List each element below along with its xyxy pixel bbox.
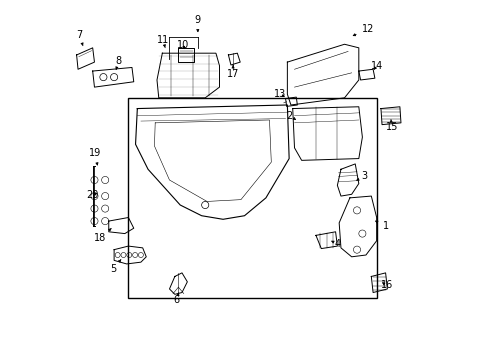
Text: 6: 6 bbox=[173, 293, 179, 305]
Text: 9: 9 bbox=[194, 15, 200, 32]
Text: 2: 2 bbox=[285, 111, 295, 121]
Text: 3: 3 bbox=[356, 171, 366, 181]
Bar bbox=[128, 98, 376, 298]
Text: 20: 20 bbox=[86, 190, 99, 200]
Text: 17: 17 bbox=[226, 66, 239, 78]
Text: 4: 4 bbox=[331, 239, 341, 249]
Text: 13: 13 bbox=[274, 89, 286, 99]
Text: 5: 5 bbox=[110, 260, 121, 274]
Text: 11: 11 bbox=[157, 35, 169, 48]
Text: 12: 12 bbox=[352, 24, 373, 36]
Text: 16: 16 bbox=[380, 280, 392, 291]
Text: 1: 1 bbox=[375, 221, 388, 231]
Text: 10: 10 bbox=[177, 40, 189, 50]
Text: 15: 15 bbox=[385, 120, 397, 132]
Text: 7: 7 bbox=[76, 30, 83, 46]
Text: 14: 14 bbox=[370, 61, 382, 71]
Text: 18: 18 bbox=[94, 229, 111, 243]
Text: 8: 8 bbox=[116, 57, 122, 69]
Text: 19: 19 bbox=[89, 148, 101, 165]
